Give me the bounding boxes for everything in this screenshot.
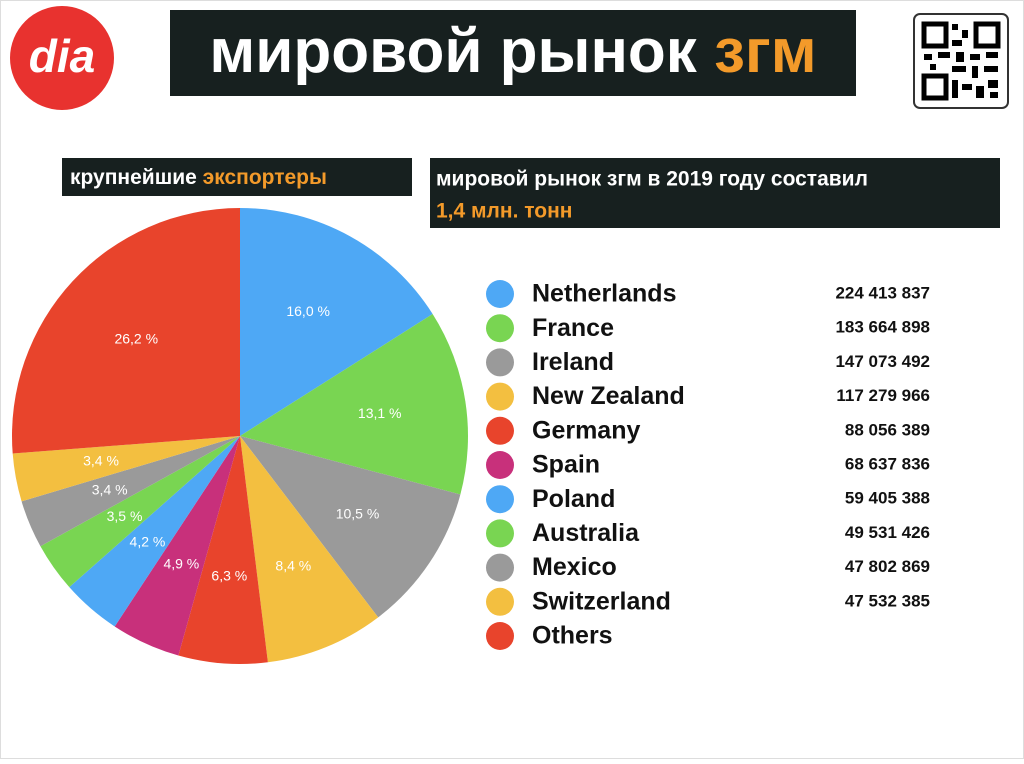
pie-slice xyxy=(240,208,433,436)
note-box xyxy=(430,158,1000,228)
legend-amount: 49 531 426 xyxy=(845,523,930,542)
slice-label: 3,5 % xyxy=(107,508,143,524)
legend-label: Spain xyxy=(532,451,600,479)
pie-slice xyxy=(114,436,240,656)
legend-label: Ireland xyxy=(532,348,614,376)
subtitle-highlight: экспортеры xyxy=(203,166,327,189)
slice-label: 3,4 % xyxy=(92,481,128,497)
legend-label: Australia xyxy=(532,519,640,547)
legend-amount: 59 405 388 xyxy=(845,489,930,508)
qr-modules xyxy=(924,24,998,98)
subtitle-text: крупнейшие xyxy=(70,166,197,189)
legend-amount: 117 279 966 xyxy=(836,386,930,405)
legend-amount: 147 073 492 xyxy=(835,352,930,371)
slice-label: 4,2 % xyxy=(130,534,166,550)
legend-amount: 47 532 385 xyxy=(845,591,930,610)
legend-amount: 224 413 837 xyxy=(835,283,930,302)
qr-finder xyxy=(921,21,949,49)
legend-label: New Zealand xyxy=(532,382,685,410)
legend-amount: 68 637 836 xyxy=(845,454,930,473)
pie-slice xyxy=(40,436,240,588)
pie-slice xyxy=(21,436,240,547)
legend-marker xyxy=(486,587,514,616)
title: мировой рынок згм xyxy=(209,17,816,86)
pie-slice xyxy=(69,436,241,627)
slice-label: 6,3 % xyxy=(211,568,247,584)
pie-slice xyxy=(240,314,468,495)
slice-label: 26,2 % xyxy=(114,331,158,347)
legend-label: Poland xyxy=(532,485,615,513)
slice-label: 16,0 % xyxy=(286,303,330,319)
slice-label: 4,9 % xyxy=(163,555,199,571)
title-highlight: згм xyxy=(714,17,817,86)
qr-code xyxy=(913,13,1009,109)
legend-marker xyxy=(486,416,514,445)
slice-label: 8,4 % xyxy=(275,558,311,574)
slice-label: 3,4 % xyxy=(83,453,119,469)
legend-marker xyxy=(486,382,514,411)
title-text: мировой рынок xyxy=(209,17,697,86)
subtitle: крупнейшие экспортеры xyxy=(70,166,327,189)
legend-label: Germany xyxy=(532,416,640,444)
legend-amount: 88 056 389 xyxy=(845,420,930,439)
legend-marker xyxy=(486,519,514,548)
legend-marker xyxy=(486,622,514,650)
pie-slice xyxy=(11,208,240,454)
logo: dia xyxy=(29,30,95,82)
legend-label: Switzerland xyxy=(532,587,671,615)
note: мировой рынок згм в 2019 году составил xyxy=(436,168,868,191)
legend-marker xyxy=(486,451,514,479)
note-highlight: 1,4 млн. тонн xyxy=(436,200,572,223)
qr-finder xyxy=(921,73,949,101)
legend-amount: 47 802 869 xyxy=(845,557,930,576)
slice-label: 13,1 % xyxy=(358,405,402,421)
legend-marker xyxy=(486,485,514,514)
legend-amount: 183 664 898 xyxy=(835,318,930,337)
legend-marker xyxy=(486,314,514,343)
legend-label: Mexico xyxy=(532,553,617,581)
pie-slice xyxy=(12,436,241,502)
legend-marker xyxy=(486,553,514,582)
legend-label: France xyxy=(532,314,614,342)
pie-slice xyxy=(240,436,379,663)
legend-label: Netherlands xyxy=(532,280,676,308)
pie-slice xyxy=(178,436,268,664)
slice-label: 10,5 % xyxy=(336,505,380,521)
legend-marker xyxy=(486,348,514,377)
subtitle-box xyxy=(62,158,412,196)
logo-circle xyxy=(10,6,114,110)
title-box xyxy=(170,10,856,96)
legend-label: Others xyxy=(532,622,613,650)
qr-finder xyxy=(973,21,1001,49)
legend-marker xyxy=(486,280,514,308)
pie-slice xyxy=(240,436,461,618)
